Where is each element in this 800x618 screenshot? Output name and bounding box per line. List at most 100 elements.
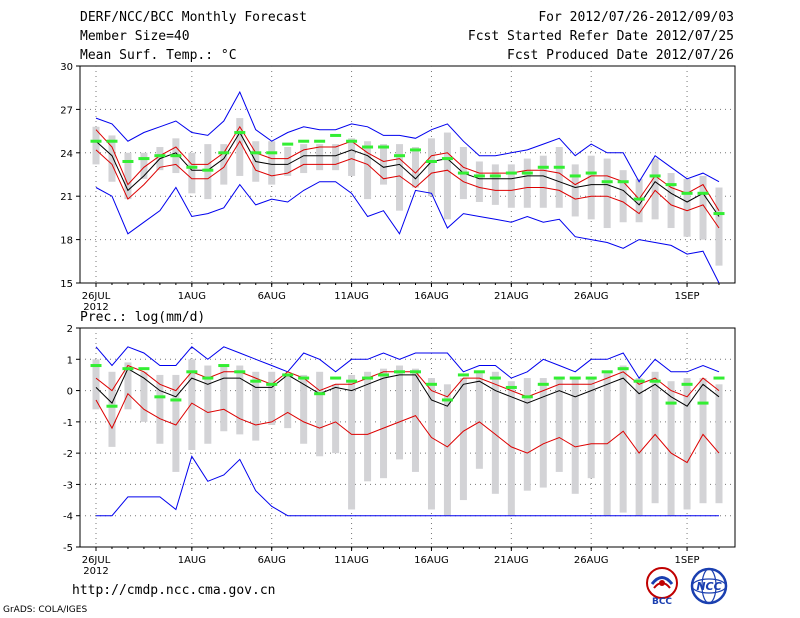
range-box (316, 371, 324, 457)
median-marker (505, 171, 517, 175)
range-box (619, 365, 627, 513)
median-marker (170, 398, 182, 402)
range-box (683, 378, 691, 510)
chart-title: DERF/NCC/BCC Monthly Forecast (80, 10, 307, 25)
median-marker (681, 191, 693, 195)
upper-panel-title: Mean Surf. Temp.: °C (80, 48, 237, 63)
y-tick-label: 2 (67, 324, 73, 335)
range-box (236, 365, 244, 435)
median-marker (234, 370, 246, 374)
series-line-max (95, 346, 720, 379)
range-box (459, 378, 467, 501)
range-box (268, 371, 276, 425)
median-marker (713, 212, 725, 216)
median-marker (697, 191, 709, 195)
range-box (523, 378, 531, 491)
range-box (188, 152, 196, 194)
range-box (619, 170, 627, 223)
x-tick-label: 1SEP (675, 291, 700, 302)
range-box (571, 378, 579, 494)
median-marker (330, 133, 342, 137)
range-box (699, 175, 707, 240)
median-marker (218, 364, 230, 368)
median-marker (473, 174, 485, 178)
median-marker (665, 401, 677, 405)
series-line-upper (95, 125, 720, 211)
y-tick-label: -5 (63, 543, 73, 554)
range-box (204, 365, 212, 444)
footer-url[interactable]: http://cmdp.ncc.cma.gov.cn (72, 583, 276, 598)
median-marker (409, 148, 421, 152)
range-box (411, 368, 419, 472)
median-marker (106, 404, 118, 408)
range-box (188, 359, 196, 451)
median-marker (585, 171, 597, 175)
x-tick-label: 11AUG (334, 555, 369, 566)
ncc-logo-text: NCC (696, 580, 721, 593)
series-line-min (96, 455, 719, 517)
range-box (427, 138, 435, 197)
range-box (411, 147, 419, 188)
median-marker (138, 367, 150, 371)
median-marker (633, 197, 645, 201)
range-box (555, 378, 563, 472)
range-box (651, 158, 659, 220)
median-marker (553, 165, 565, 169)
median-marker (617, 180, 629, 184)
x-tick-label: 21AUG (494, 291, 529, 302)
y-tick-label: -1 (63, 418, 73, 429)
y-tick-label: 15 (60, 279, 73, 290)
range-box (699, 378, 707, 504)
series-line-upper (95, 364, 720, 398)
range-box (396, 365, 404, 460)
range-box (124, 152, 132, 200)
range-box (683, 178, 691, 237)
median-marker (633, 379, 645, 383)
median-marker (266, 151, 278, 155)
median-marker (106, 139, 118, 143)
median-marker (537, 382, 549, 386)
median-marker (330, 376, 342, 380)
x-tick-label: 1SEP (675, 555, 700, 566)
range-box (539, 378, 547, 488)
median-marker (234, 131, 246, 135)
range-box (348, 374, 356, 510)
median-marker (298, 376, 310, 380)
range-box (507, 381, 515, 516)
median-marker (154, 395, 166, 399)
range-box (539, 155, 547, 208)
range-box (443, 384, 451, 516)
x-tick-label: 1AUG (178, 291, 206, 302)
series-line-mean (95, 131, 720, 217)
range-box (140, 371, 148, 422)
x-tick-label: 26JUL (82, 555, 111, 566)
range-box (220, 365, 228, 432)
median-marker (362, 376, 374, 380)
median-marker (90, 139, 102, 143)
range-box (475, 371, 483, 469)
range-box (92, 359, 100, 410)
range-box (364, 371, 372, 482)
median-marker (697, 401, 709, 405)
range-box (348, 138, 356, 176)
median-marker (378, 145, 390, 149)
range-box (380, 368, 388, 479)
range-box (252, 371, 260, 441)
range-box (332, 144, 340, 171)
x-tick-label: 16AUG (414, 291, 449, 302)
median-marker (489, 376, 501, 380)
x-tick-label: 21AUG (494, 555, 529, 566)
range-box (507, 164, 515, 208)
median-marker (250, 151, 262, 155)
range-box (284, 374, 292, 429)
median-marker (441, 157, 453, 161)
median-marker (218, 151, 230, 155)
grads-credit: GrADS: COLA/IGES (3, 605, 88, 615)
range-box (220, 144, 228, 185)
range-box (108, 371, 116, 447)
median-marker (457, 373, 469, 377)
range-box (300, 144, 308, 174)
range-box (156, 374, 164, 444)
x-tick-label: 1AUG (178, 555, 206, 566)
series-line-lower (95, 392, 720, 464)
